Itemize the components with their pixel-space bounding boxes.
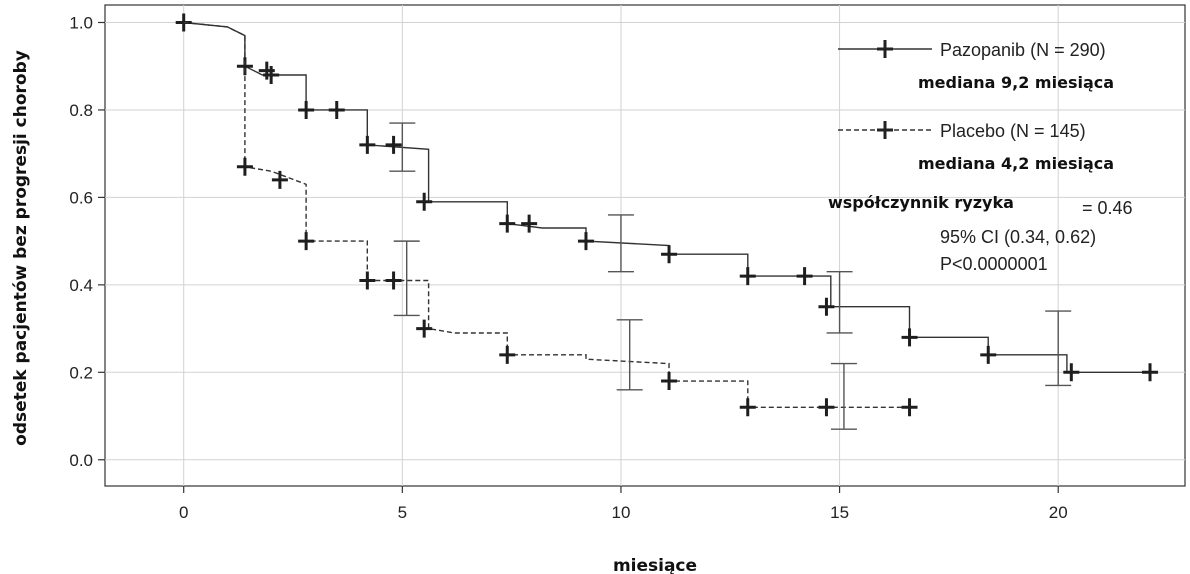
hazard-ratio-value: = 0.46 <box>1082 198 1133 218</box>
series-line-pazopanib <box>183 21 1150 373</box>
legend-median-placebo: mediana 4,2 miesiąca <box>918 154 1114 173</box>
error-bar-pazopanib <box>826 271 853 334</box>
y-tick-label: 1.0 <box>69 13 93 32</box>
error-bar-placebo <box>830 362 857 430</box>
x-tick-label: 5 <box>398 503 407 522</box>
censor-mark-placebo <box>818 398 835 417</box>
legend-marker-pazopanib <box>877 40 893 58</box>
hazard-ratio-label: współczynnik ryzyka <box>828 193 1014 212</box>
censor-mark-pazopanib <box>577 232 594 251</box>
grid <box>105 5 1185 486</box>
censor-mark-pazopanib <box>1063 363 1080 382</box>
censor-mark-placebo <box>901 398 918 417</box>
censor-mark-placebo <box>416 319 433 338</box>
x-tick-label: 15 <box>830 503 849 522</box>
legend-label-placebo: Placebo (N = 145) <box>940 121 1086 141</box>
censor-mark-pazopanib <box>298 100 315 119</box>
stats-block: współczynnik ryzyka = 0.46 95% CI (0.34,… <box>828 193 1133 274</box>
y-axis: 0.0 0.2 0.4 0.6 0.8 1.0 <box>69 13 105 470</box>
censor-mark-pazopanib <box>416 192 433 211</box>
error-bar-pazopanib <box>607 214 634 273</box>
censor-mark-placebo <box>271 170 288 189</box>
y-axis-title: odsetek pacjentów bez progresji choroby <box>11 50 31 446</box>
y-tick-label: 0.2 <box>69 363 93 382</box>
censor-mark-placebo <box>236 157 253 176</box>
censor-mark-pazopanib <box>328 100 345 119</box>
x-tick-label: 20 <box>1049 503 1068 522</box>
error-bar-placebo <box>616 319 643 391</box>
legend-median-pazopanib: mediana 9,2 miesiąca <box>918 73 1114 92</box>
legend-marker-placebo <box>877 121 893 139</box>
series-line-placebo <box>183 21 910 408</box>
censor-mark-pazopanib <box>263 65 280 84</box>
y-tick-label: 0.4 <box>69 276 93 295</box>
x-tick-label: 0 <box>179 503 188 522</box>
censor-mark-placebo <box>298 232 315 251</box>
censor-mark-placebo <box>499 345 516 364</box>
censor-mark-pazopanib <box>818 297 835 316</box>
censor-mark-pazopanib <box>521 214 538 233</box>
x-tick-label: 10 <box>611 503 630 522</box>
censor-mark-pazopanib <box>661 245 678 264</box>
y-tick-label: 0.0 <box>69 451 93 470</box>
censor-mark-pazopanib <box>901 328 918 347</box>
confidence-interval: 95% CI (0.34, 0.62) <box>940 227 1096 247</box>
censor-mark-placebo <box>385 271 402 290</box>
censor-mark-pazopanib <box>980 345 997 364</box>
plot-frame <box>104 4 1186 487</box>
error-bar-pazopanib <box>1045 310 1072 387</box>
error-bar-pazopanib <box>389 122 416 172</box>
x-axis-title: miesiące <box>613 556 697 574</box>
censor-mark-pazopanib <box>796 267 813 286</box>
y-tick-label: 0.8 <box>69 101 93 120</box>
y-tick-label: 0.6 <box>69 188 93 207</box>
legend-label-pazopanib: Pazopanib (N = 290) <box>940 40 1106 60</box>
survival-curves <box>175 13 1159 430</box>
x-axis: 0 5 10 15 20 <box>179 486 1068 522</box>
censor-mark-placebo <box>661 372 678 391</box>
censor-mark-pazopanib <box>385 135 402 154</box>
censor-mark-placebo <box>739 398 756 417</box>
censor-mark-pazopanib <box>1142 363 1159 382</box>
legend: Pazopanib (N = 290) mediana 9,2 miesiąca… <box>838 40 1114 173</box>
censor-mark-placebo <box>359 271 376 290</box>
censor-mark-pazopanib <box>739 267 756 286</box>
error-bar-placebo <box>393 240 420 317</box>
censor-mark-pazopanib <box>499 214 516 233</box>
p-value: P<0.0000001 <box>940 254 1048 274</box>
censor-mark-pazopanib <box>359 135 376 154</box>
